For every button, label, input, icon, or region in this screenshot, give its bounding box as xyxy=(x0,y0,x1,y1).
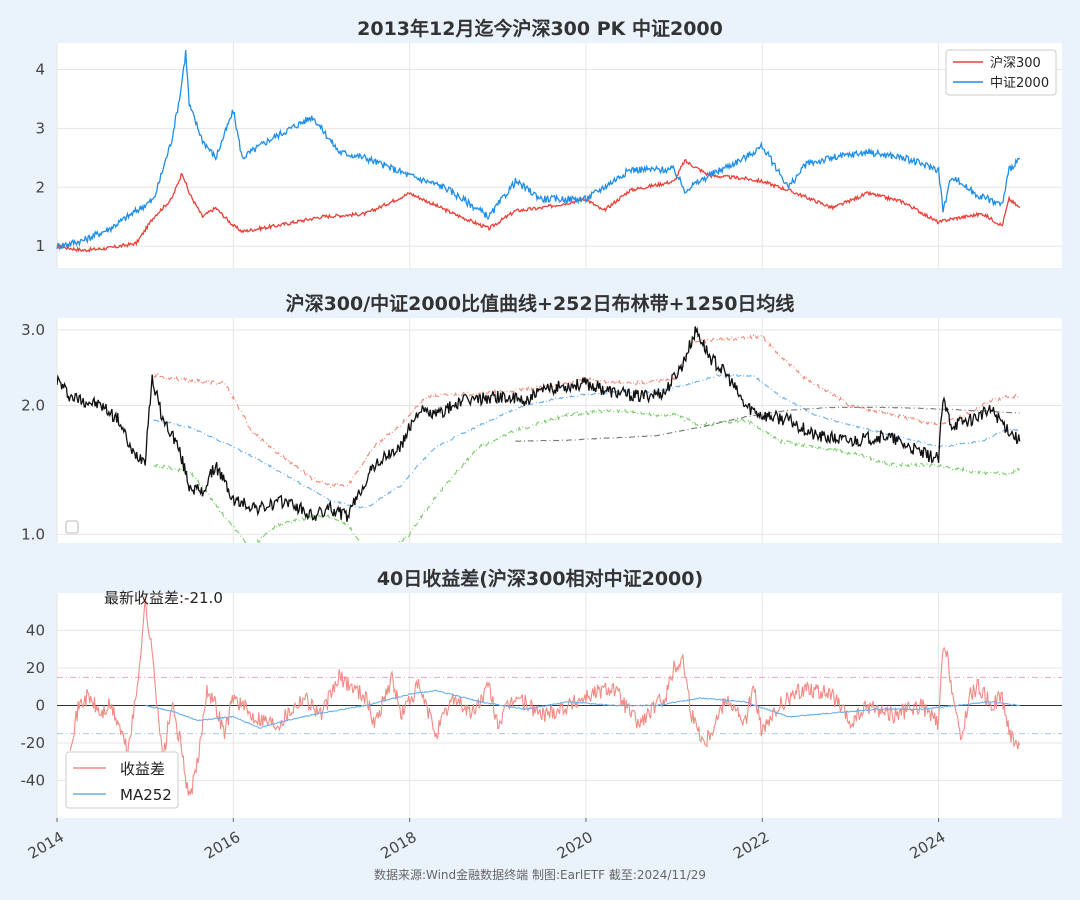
x-tick-label: 2018 xyxy=(378,828,420,860)
y-tick-label: 2 xyxy=(35,178,45,196)
y-tick-label: 3.0 xyxy=(21,321,45,339)
chart3-title: 40日收益差(沪深300相对中证2000) xyxy=(376,568,704,590)
y-tick-label: -40 xyxy=(21,772,46,790)
x-tick-label: 2016 xyxy=(201,828,243,860)
series-line-mid xyxy=(153,373,1020,510)
series-line-hs300 xyxy=(56,158,1021,253)
chart2-title: 沪深300/中证2000比值曲线+252日布林带+1250日均线 xyxy=(285,293,795,315)
y-tick-label: 1.0 xyxy=(21,525,45,543)
plot-area-2 xyxy=(57,318,1062,543)
y-tick-label: 1 xyxy=(35,237,45,255)
x-tick-label: 2020 xyxy=(554,828,596,860)
y-tick-label: 0 xyxy=(35,697,45,715)
series-line-zz2000 xyxy=(56,50,1021,251)
figure: 1 2 3 4 沪深300 中证2000 3.0 2.0 1.0 40 20 0 -20 -40 最新收益差… xyxy=(21,43,1062,860)
y-tick-label: 4 xyxy=(35,61,45,79)
latest-spread-annotation: 最新收益差:-21.0 xyxy=(104,589,223,607)
x-tick-label: 2014 xyxy=(25,828,67,860)
series-line-ma252 xyxy=(145,689,1020,729)
chart1-title: 2013年12月迄今沪深300 PK 中证2000 xyxy=(357,18,723,40)
x-tick-label: 2024 xyxy=(907,828,949,860)
plot-area-1 xyxy=(57,43,1062,268)
empty-legend-box xyxy=(65,520,79,534)
series-line-lower xyxy=(153,408,1021,543)
series-line-ratio xyxy=(57,326,1021,522)
legend-label: MA252 xyxy=(120,786,172,804)
y-tick-label: 3 xyxy=(35,119,45,137)
legend: 沪深300 中证2000 xyxy=(945,49,1057,96)
x-tick-label: 2022 xyxy=(730,828,772,860)
legend-label: 中证2000 xyxy=(990,76,1049,91)
legend-label: 沪深300 xyxy=(990,55,1041,71)
series-line-spread xyxy=(69,596,1021,796)
y-tick-label: 2.0 xyxy=(21,396,45,414)
y-tick-label: -20 xyxy=(21,734,46,752)
ratio-plot xyxy=(57,326,1021,543)
legend-label: 收益差 xyxy=(120,760,165,778)
y-tick-label: 20 xyxy=(26,659,45,677)
footer-source: 数据来源:Wind金融数据终端 制图:EarlETF 截至:2024/11/29 xyxy=(373,868,707,882)
legend: 收益差 MA252 xyxy=(65,751,179,809)
y-tick-label: 40 xyxy=(26,622,45,640)
